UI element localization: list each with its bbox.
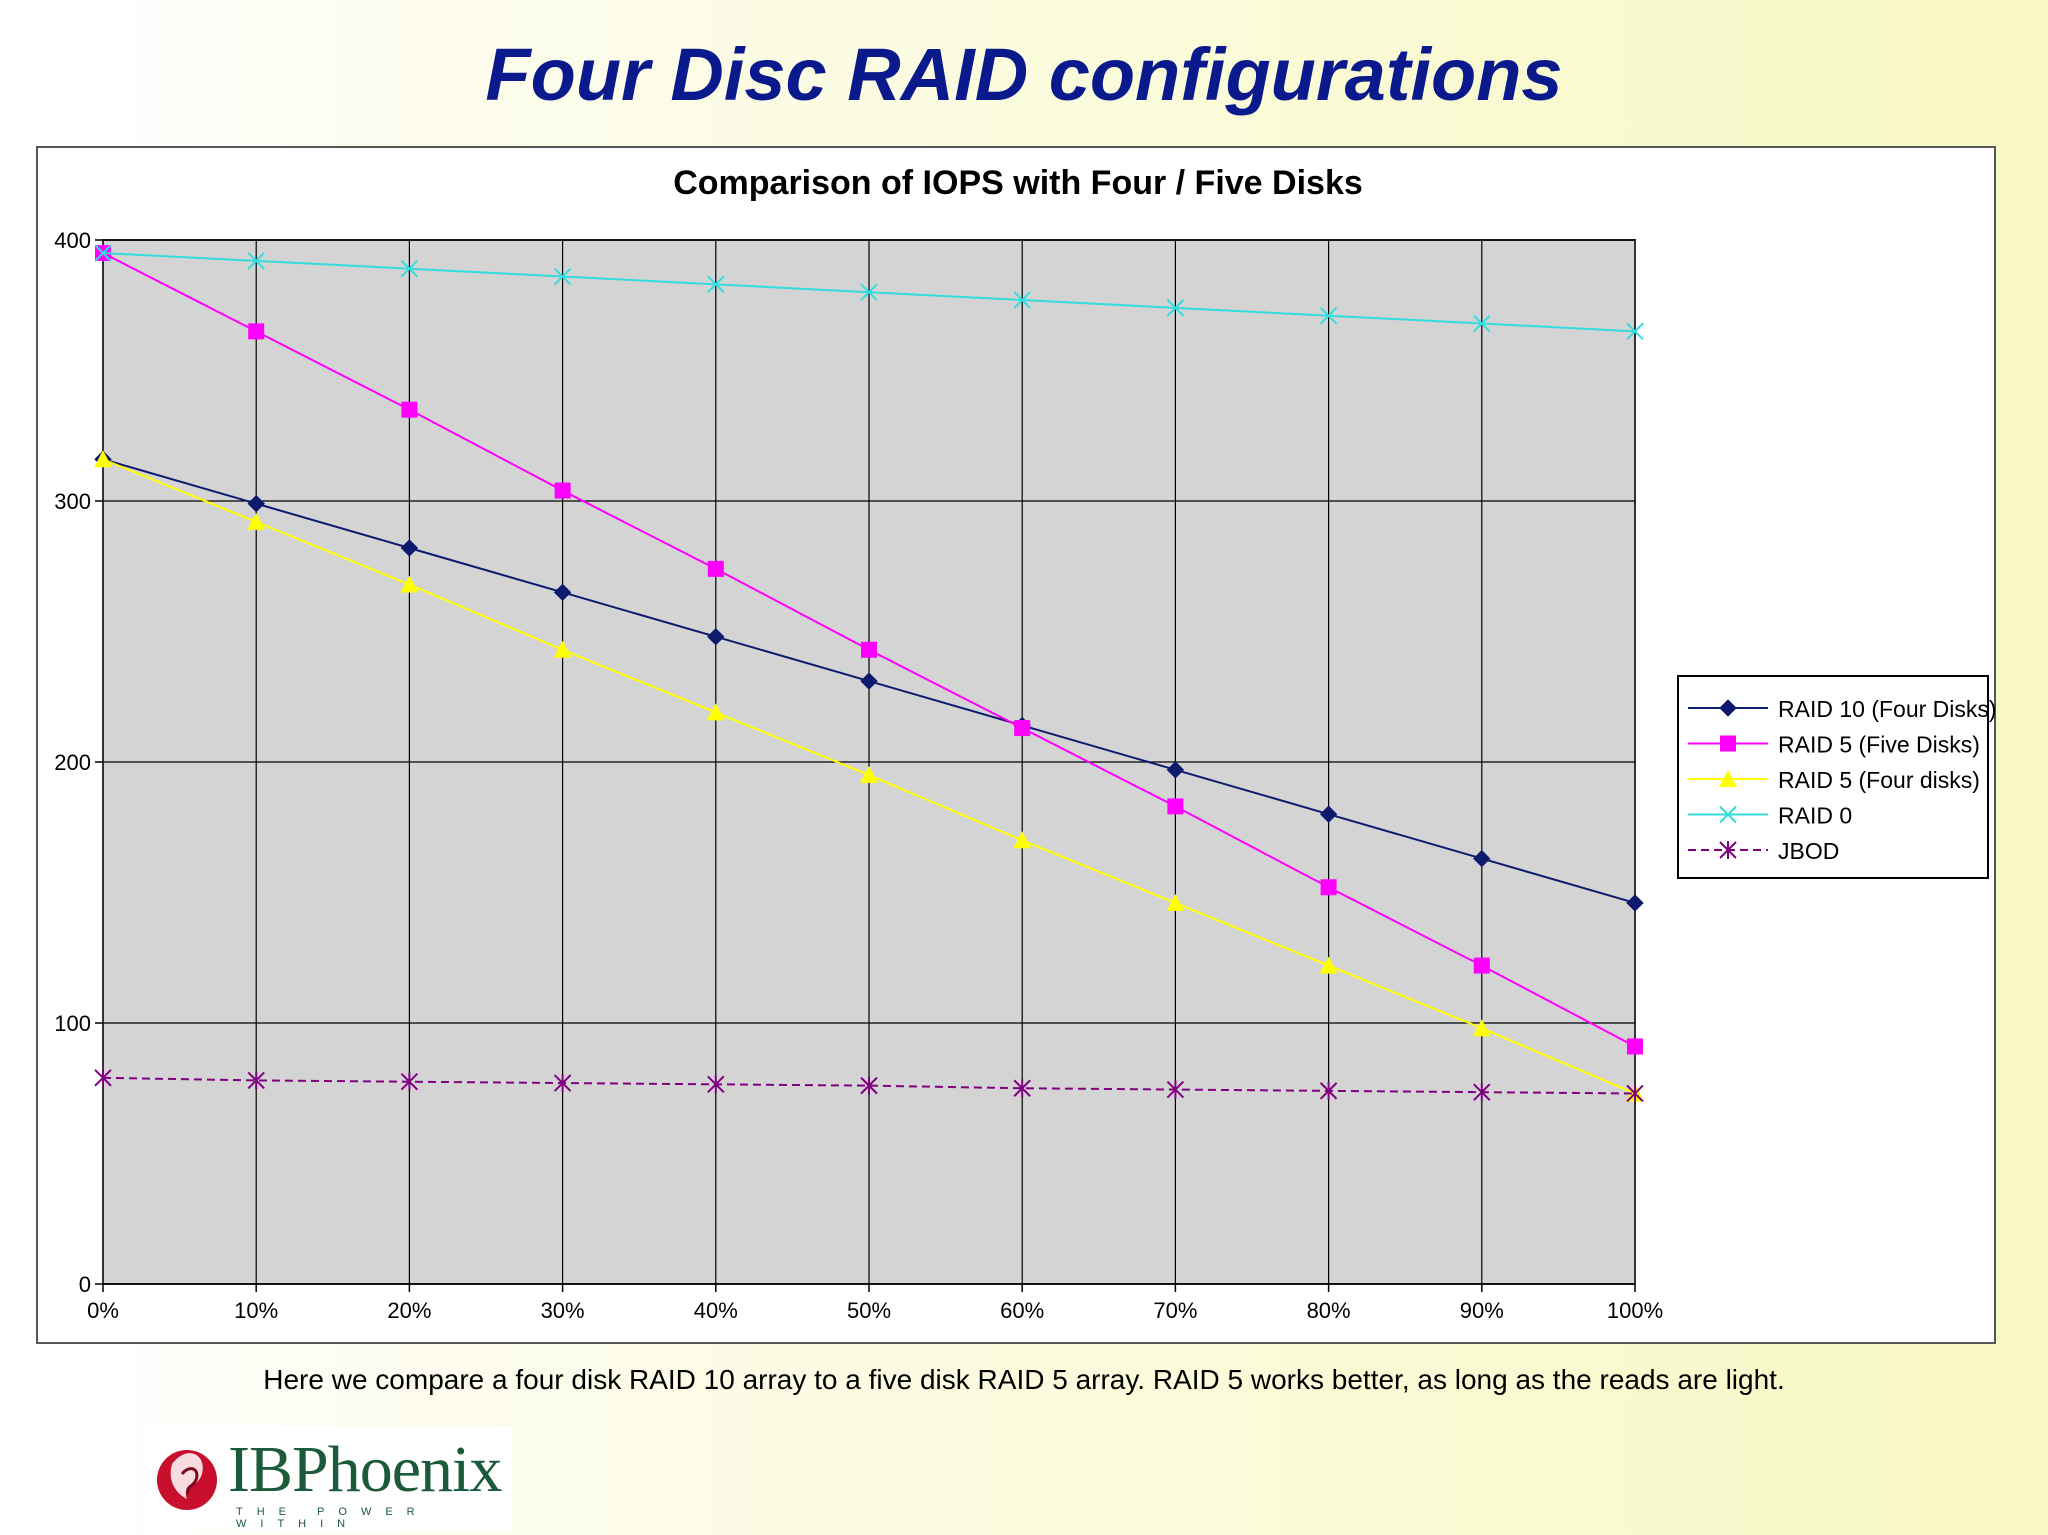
data-point bbox=[1627, 1038, 1643, 1055]
y-tick-label: 200 bbox=[54, 750, 91, 775]
x-tick-label: 80% bbox=[1307, 1298, 1351, 1323]
legend-label: RAID 0 bbox=[1778, 803, 1852, 829]
y-tick-label: 100 bbox=[54, 1011, 91, 1036]
y-tick-label: 0 bbox=[79, 1272, 91, 1297]
data-point bbox=[707, 1075, 725, 1094]
phoenix-icon bbox=[157, 1450, 217, 1510]
data-point bbox=[1473, 849, 1491, 868]
legend-label: JBOD bbox=[1778, 838, 1839, 864]
data-point bbox=[1473, 314, 1491, 333]
data-point bbox=[400, 1072, 419, 1091]
legend-marker bbox=[1719, 805, 1737, 824]
data-point bbox=[400, 575, 419, 593]
data-point bbox=[1014, 720, 1031, 737]
data-point bbox=[1473, 1083, 1491, 1102]
legend-label: RAID 5 (Five Disks) bbox=[1778, 732, 1980, 758]
x-tick-label: 40% bbox=[694, 1298, 738, 1323]
data-point bbox=[860, 1076, 878, 1095]
data-point bbox=[1319, 1081, 1338, 1100]
data-point bbox=[860, 672, 878, 690]
data-point bbox=[247, 1071, 265, 1090]
data-point bbox=[94, 1068, 112, 1087]
logo-text: IBPhoenix bbox=[228, 1433, 502, 1506]
chart-title: Comparison of IOPS with Four / Five Disk… bbox=[673, 164, 1363, 202]
legend-label: RAID 5 (Four disks) bbox=[1778, 767, 1980, 793]
slide-title: Four Disc RAID configurations bbox=[485, 33, 1563, 116]
data-point bbox=[1319, 956, 1338, 974]
data-point bbox=[1167, 798, 1184, 815]
data-point bbox=[554, 482, 571, 499]
data-point bbox=[553, 640, 572, 658]
data-point bbox=[1626, 1084, 1644, 1103]
line-chart: Comparison of IOPS with Four / Five Disk… bbox=[54, 164, 1997, 1323]
data-point bbox=[1319, 306, 1338, 325]
x-tick-label: 30% bbox=[541, 1298, 585, 1323]
data-point bbox=[94, 244, 112, 262]
x-tick-label: 50% bbox=[847, 1298, 891, 1323]
x-tick-label: 60% bbox=[1000, 1298, 1044, 1323]
logo-tagline: THE POWER WITHIN bbox=[236, 1506, 429, 1530]
data-point bbox=[860, 766, 878, 784]
data-point bbox=[1013, 1079, 1031, 1098]
data-point bbox=[553, 583, 572, 602]
data-point bbox=[1166, 893, 1185, 911]
legend-marker bbox=[1719, 699, 1737, 717]
data-point bbox=[1166, 761, 1185, 779]
series-line-4 bbox=[102, 1076, 1636, 1095]
data-point bbox=[247, 512, 266, 530]
data-point bbox=[248, 323, 265, 340]
data-point bbox=[247, 494, 265, 513]
data-point bbox=[707, 628, 725, 646]
data-point bbox=[1013, 831, 1032, 849]
data-point bbox=[1473, 957, 1490, 974]
legend-label: RAID 10 (Four Disks) bbox=[1778, 696, 1997, 722]
data-point bbox=[1626, 322, 1644, 341]
y-tick-label: 300 bbox=[54, 489, 91, 514]
x-tick-label: 10% bbox=[234, 1298, 278, 1323]
data-point bbox=[1319, 805, 1338, 823]
data-point bbox=[1472, 1019, 1491, 1037]
data-point bbox=[400, 539, 419, 557]
data-point bbox=[861, 641, 877, 658]
ibphoenix-logo: IBPhoenix THE POWER WITHIN bbox=[144, 1426, 512, 1531]
data-point bbox=[94, 450, 112, 468]
data-point bbox=[1013, 291, 1031, 309]
chart-frame: Comparison of IOPS with Four / Five Disk… bbox=[36, 146, 1997, 1344]
legend-marker bbox=[1719, 770, 1737, 787]
legend-marker bbox=[1720, 735, 1736, 752]
data-point bbox=[401, 401, 418, 418]
x-tick-label: 70% bbox=[1153, 1298, 1197, 1323]
data-point bbox=[707, 560, 724, 577]
x-tick-label: 90% bbox=[1460, 1298, 1504, 1323]
data-point bbox=[400, 260, 419, 278]
data-point bbox=[553, 1074, 572, 1093]
data-point bbox=[860, 283, 878, 301]
x-tick-label: 0% bbox=[87, 1298, 119, 1323]
data-point bbox=[707, 275, 725, 294]
data-point bbox=[1626, 894, 1644, 912]
x-tick-label: 100% bbox=[1607, 1298, 1663, 1323]
x-tick-label: 20% bbox=[387, 1298, 431, 1323]
data-point bbox=[1166, 1080, 1185, 1099]
data-point bbox=[553, 267, 572, 286]
slide-caption: Here we compare a four disk RAID 10 arra… bbox=[263, 1364, 1785, 1395]
y-tick-label: 400 bbox=[54, 228, 91, 253]
data-point bbox=[706, 703, 725, 721]
data-point bbox=[1320, 879, 1337, 896]
data-point bbox=[247, 252, 265, 270]
data-point bbox=[1166, 299, 1185, 317]
legend-marker bbox=[1719, 841, 1737, 859]
